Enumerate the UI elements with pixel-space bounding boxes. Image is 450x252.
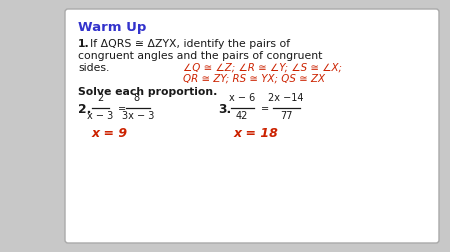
Text: 8: 8 [133,93,139,103]
Text: x = 18: x = 18 [234,127,279,139]
Text: 42: 42 [236,111,248,120]
Text: 2x −14: 2x −14 [268,93,304,103]
Text: sides.: sides. [78,63,109,73]
Text: x − 3: x − 3 [87,111,113,120]
Text: ∠Q ≅ ∠Z; ∠R ≅ ∠Y; ∠S ≅ ∠X;: ∠Q ≅ ∠Z; ∠R ≅ ∠Y; ∠S ≅ ∠X; [183,63,342,73]
Text: QR ≅ ZY; RS ≅ YX; QS ≅ ZX: QR ≅ ZY; RS ≅ YX; QS ≅ ZX [183,74,325,84]
Text: x − 6: x − 6 [229,93,255,103]
Text: Solve each proportion.: Solve each proportion. [78,87,217,97]
Text: x = 9: x = 9 [92,127,128,139]
Text: 2.: 2. [78,103,91,115]
Text: =: = [118,104,126,114]
Text: 1.: 1. [78,39,90,49]
Text: If ΔQRS ≅ ΔZYX, identify the pairs of: If ΔQRS ≅ ΔZYX, identify the pairs of [90,39,290,49]
Text: 3.: 3. [218,103,231,115]
Text: 77: 77 [280,111,292,120]
Text: =: = [261,104,269,114]
Text: 2: 2 [97,93,103,103]
Text: congruent angles and the pairs of congruent: congruent angles and the pairs of congru… [78,51,322,61]
Text: 3x − 3: 3x − 3 [122,111,154,120]
Text: Warm Up: Warm Up [78,21,146,34]
FancyBboxPatch shape [65,10,439,243]
